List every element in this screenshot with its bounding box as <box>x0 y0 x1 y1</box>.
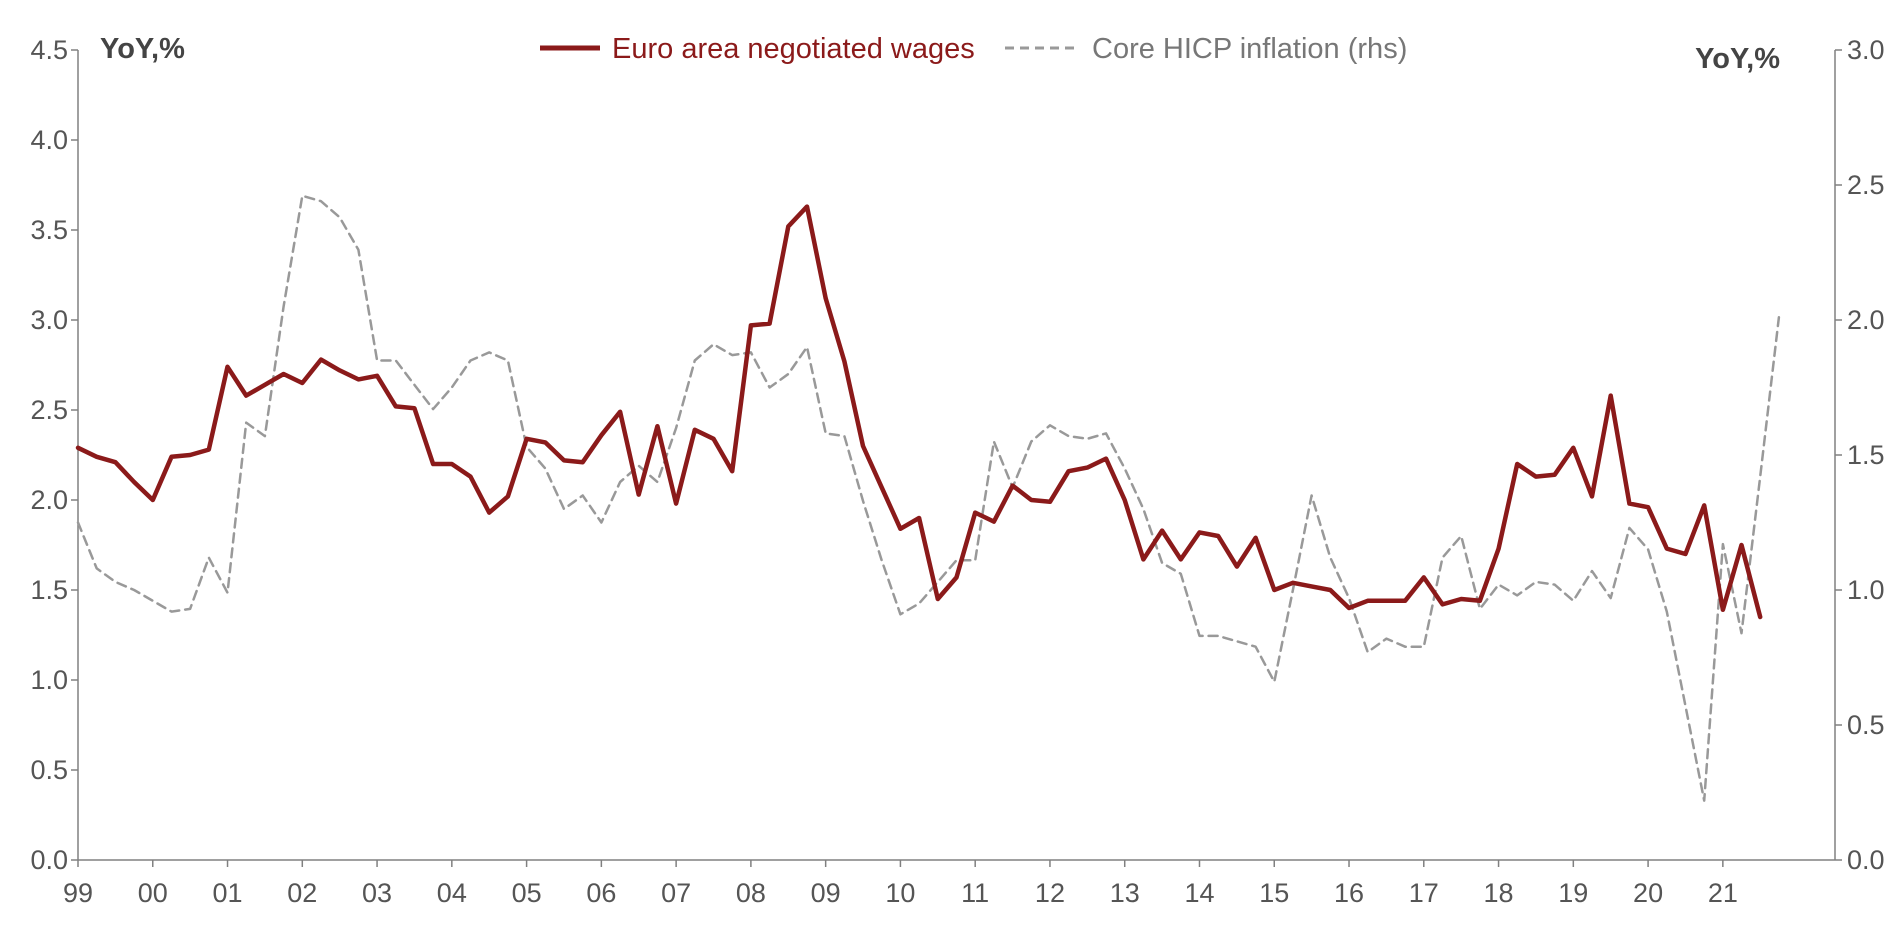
left-tick-label: 3.0 <box>30 305 68 335</box>
x-tick-label: 99 <box>63 878 93 908</box>
x-tick-label: 18 <box>1484 878 1514 908</box>
x-tick-label: 05 <box>512 878 542 908</box>
left-tick-label: 1.5 <box>30 575 68 605</box>
x-tick-label: 13 <box>1110 878 1140 908</box>
x-tick-label: 09 <box>811 878 841 908</box>
x-tick-label: 03 <box>362 878 392 908</box>
right-tick-label: 2.5 <box>1847 170 1885 200</box>
series-line-core-hicp <box>76 194 1781 802</box>
right-tick-label: 1.0 <box>1847 575 1885 605</box>
right-tick-label: 1.5 <box>1847 440 1885 470</box>
x-tick-label: 15 <box>1259 878 1289 908</box>
right-tick-label: 0.5 <box>1847 710 1885 740</box>
x-tick-label: 14 <box>1184 878 1214 908</box>
x-tick-label: 02 <box>287 878 317 908</box>
legend-label-wages: Euro area negotiated wages <box>612 33 975 65</box>
x-tick-label: 00 <box>138 878 168 908</box>
left-tick-label: 2.5 <box>30 395 68 425</box>
x-tick-label: 10 <box>885 878 915 908</box>
x-tick-label: 01 <box>213 878 243 908</box>
left-tick-label: 0.0 <box>30 845 68 875</box>
x-tick-label: 19 <box>1558 878 1588 908</box>
left-tick-label: 4.0 <box>30 125 68 155</box>
x-tick-label: 08 <box>736 878 766 908</box>
series-layer <box>75 194 1781 802</box>
x-axis-ticks: 99 00 01 02 03 04 05 06 07 08 09 10 11 12 13 14 15 16 17 18… <box>63 860 1738 908</box>
plot-frame <box>77 50 1836 861</box>
right-tick-label: 0.0 <box>1847 845 1885 875</box>
x-tick-label: 06 <box>586 878 616 908</box>
x-tick-label: 11 <box>961 878 989 908</box>
left-tick-label: 2.0 <box>30 485 68 515</box>
legend-label-core-hicp: Core HICP inflation (rhs) <box>1092 33 1407 65</box>
series-line-wages <box>75 204 1763 620</box>
x-tick-label: 04 <box>437 878 467 908</box>
right-axis-ticks: 0.0 0.5 1.0 1.5 2.0 2.5 3.0 <box>1835 35 1885 875</box>
x-tick-label: 07 <box>661 878 691 908</box>
left-tick-label: 4.5 <box>30 35 68 65</box>
right-tick-label: 3.0 <box>1847 35 1885 65</box>
left-tick-label: 1.0 <box>30 665 68 695</box>
left-axis-ticks: 0.0 0.5 1.0 1.5 2.0 2.5 3.0 3.5 4.0 4.5 <box>30 35 78 875</box>
left-tick-label: 3.5 <box>30 215 68 245</box>
x-tick-label: 21 <box>1708 878 1738 908</box>
legend: Euro area negotiated wages Core HICP inf… <box>540 33 1407 65</box>
right-axis-unit-label: YoY,% <box>1695 43 1780 75</box>
x-tick-label: 20 <box>1633 878 1663 908</box>
x-tick-label: 17 <box>1409 878 1439 908</box>
left-tick-label: 0.5 <box>30 755 68 785</box>
x-tick-label: 12 <box>1035 878 1065 908</box>
left-axis-unit-label: YoY,% <box>100 33 185 65</box>
x-tick-label: 16 <box>1334 878 1364 908</box>
right-tick-label: 2.0 <box>1847 305 1885 335</box>
